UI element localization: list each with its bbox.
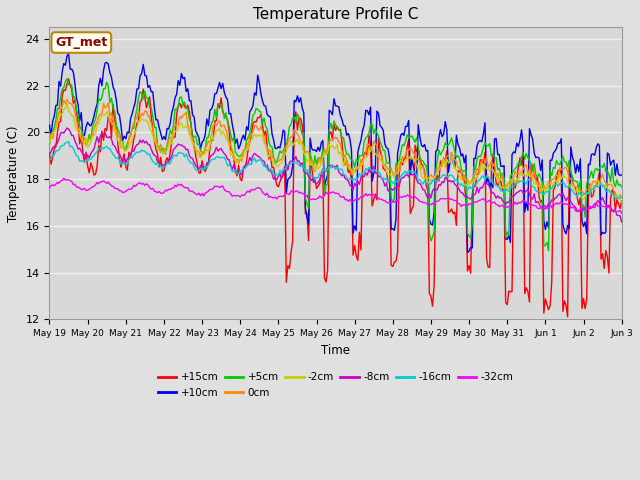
Title: Temperature Profile C: Temperature Profile C [253,7,419,22]
X-axis label: Time: Time [321,344,350,357]
Legend: +15cm, +10cm, +5cm, 0cm, -2cm, -8cm, -16cm, -32cm: +15cm, +10cm, +5cm, 0cm, -2cm, -8cm, -16… [154,368,518,402]
Text: GT_met: GT_met [55,36,108,49]
Y-axis label: Temperature (C): Temperature (C) [7,125,20,222]
